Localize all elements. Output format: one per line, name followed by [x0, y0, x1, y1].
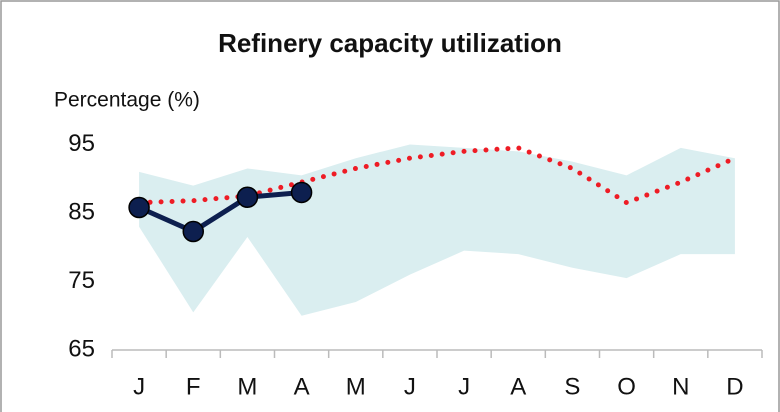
chart-title: Refinery capacity utilization [218, 28, 562, 58]
y-tick-label: 85 [68, 198, 95, 225]
y-tick-label: 75 [68, 267, 95, 294]
y-tick-label: 65 [68, 335, 95, 362]
y-tick-label: 95 [68, 130, 95, 157]
x-tick-label: J [458, 373, 470, 400]
x-tick-label: A [294, 373, 310, 400]
x-tick-label: A [510, 373, 526, 400]
x-tick-label: M [237, 373, 257, 400]
series-line [138, 189, 302, 234]
x-tick-label: N [672, 373, 689, 400]
series-marker [290, 181, 313, 204]
series-marker [182, 220, 204, 243]
x-tick-label: O [617, 373, 636, 400]
x-tick-label: J [404, 373, 416, 400]
x-tick-label: D [726, 373, 743, 400]
range-band [139, 144, 735, 316]
series-marker [128, 196, 150, 219]
x-tick-label: F [186, 373, 201, 400]
y-axis-label: Percentage (%) [54, 89, 200, 112]
series-marker [236, 186, 259, 208]
x-tick-label: M [346, 373, 366, 400]
x-tick-label: S [564, 373, 580, 400]
x-tick-label: J [133, 373, 145, 400]
